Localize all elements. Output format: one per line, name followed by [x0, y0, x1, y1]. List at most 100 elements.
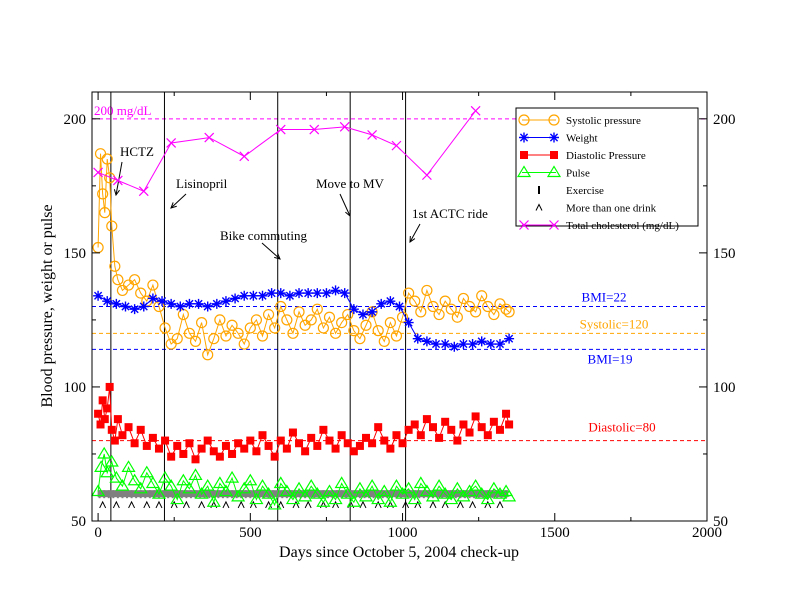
legend-label: Total cholesterol (mg/dL) [566, 220, 679, 232]
data-point-cholesterol [239, 151, 250, 162]
exercise-mark [482, 490, 485, 499]
data-point-weight [230, 293, 241, 304]
data-point-pulse [121, 460, 136, 472]
data-point-weight [348, 304, 359, 315]
data-point-diastolic [325, 436, 334, 445]
series-cholesterol [93, 105, 481, 197]
data-point-cholesterol [112, 175, 123, 186]
data-point-weight [129, 304, 140, 315]
exercise-mark [167, 490, 170, 499]
exercise-mark [308, 490, 311, 499]
data-point-systolic [378, 335, 390, 347]
data-point-weight [385, 296, 396, 307]
data-point-diastolic [319, 425, 328, 434]
exercise-mark [454, 490, 457, 499]
data-point-diastolic [270, 452, 279, 461]
data-point-cholesterol [166, 138, 177, 148]
data-point-systolic [384, 316, 396, 329]
legend-label: Pulse [566, 168, 590, 180]
data-point-pulse [438, 487, 453, 499]
data-point-pulse [310, 487, 325, 499]
data-point-pulse [127, 473, 142, 486]
exercise-mark [386, 490, 389, 499]
data-point-pulse [170, 492, 185, 505]
data-point-pulse [401, 481, 416, 494]
event-arrow [115, 161, 123, 196]
data-point-pulse [444, 492, 459, 505]
data-point-systolic [214, 314, 226, 326]
exercise-mark [409, 490, 412, 499]
exercise-mark [436, 490, 439, 499]
legend-box [515, 107, 699, 227]
data-point-cholesterol [275, 124, 286, 135]
data-point-systolic [189, 335, 202, 347]
data-point-diastolic [471, 412, 480, 421]
data-point-pulse [371, 492, 386, 505]
data-point-systolic [451, 311, 463, 323]
data-point-weight [157, 296, 168, 307]
data-point-pulse [480, 492, 495, 505]
data-point-weight [202, 301, 213, 312]
data-point-pulse [328, 492, 343, 505]
data-point-diastolic [215, 452, 224, 461]
data-point-pulse [261, 487, 276, 499]
data-point-diastolic [136, 425, 145, 434]
data-point-pulse [97, 446, 112, 459]
exercise-mark [331, 490, 334, 499]
data-point-diastolic [228, 449, 237, 458]
data-point-pulse [285, 492, 301, 505]
data-point-diastolic [179, 449, 188, 458]
series-diastolic [94, 382, 514, 464]
data-point-weight [184, 298, 195, 309]
data-point-pulse [212, 476, 227, 489]
data-point-diastolic [107, 425, 116, 434]
legend-label: Exercise [566, 185, 604, 197]
data-point-diastolic [404, 425, 413, 434]
data-point-systolic [226, 319, 238, 331]
data-point-pulse [94, 460, 109, 472]
data-point-pulse [492, 487, 508, 499]
y-tick-label: 150 [64, 246, 87, 262]
exercise-mark [358, 490, 361, 499]
data-point-weight [467, 339, 478, 350]
data-point-drink [441, 500, 449, 509]
data-point-pulse [237, 481, 252, 494]
exercise-mark [139, 490, 142, 499]
data-point-diastolic [422, 415, 431, 424]
data-point-diastolic [105, 382, 114, 391]
data-point-weight [239, 290, 250, 301]
reference-label: BMI=22 [582, 290, 627, 305]
data-point-diastolic [173, 441, 182, 450]
data-point-systolic [433, 308, 445, 321]
data-point-diastolic [295, 439, 304, 448]
data-point-diastolic [301, 447, 310, 456]
event-label: Lisinopril [176, 176, 228, 191]
data-point-systolic [409, 295, 421, 307]
data-point-systolic [220, 330, 232, 342]
data-point-pulse [352, 481, 367, 494]
data-point-drink [99, 500, 107, 509]
data-point-weight [330, 285, 341, 296]
legend-marker [550, 151, 558, 159]
data-point-weight [93, 290, 104, 301]
exercise-mark [194, 490, 197, 499]
y-tick-label: 50 [71, 514, 86, 530]
legend-marker [546, 165, 562, 178]
data-point-systolic [354, 333, 366, 345]
exercise-mark [144, 490, 147, 499]
data-point-systolic [470, 306, 482, 318]
data-point-systolic [348, 325, 360, 337]
data-point-weight [485, 339, 496, 350]
data-point-cholesterol [367, 129, 378, 140]
data-point-pulse [432, 478, 447, 491]
data-point-diastolic [428, 423, 437, 432]
exercise-mark [322, 490, 325, 499]
exercise-mark [459, 490, 462, 499]
data-point-diastolic [331, 444, 340, 453]
x-axis-title: Days since October 5, 2004 check-up [279, 544, 519, 561]
data-point-diastolic [410, 420, 419, 429]
data-point-diastolic [386, 444, 395, 453]
data-point-weight [458, 339, 469, 350]
